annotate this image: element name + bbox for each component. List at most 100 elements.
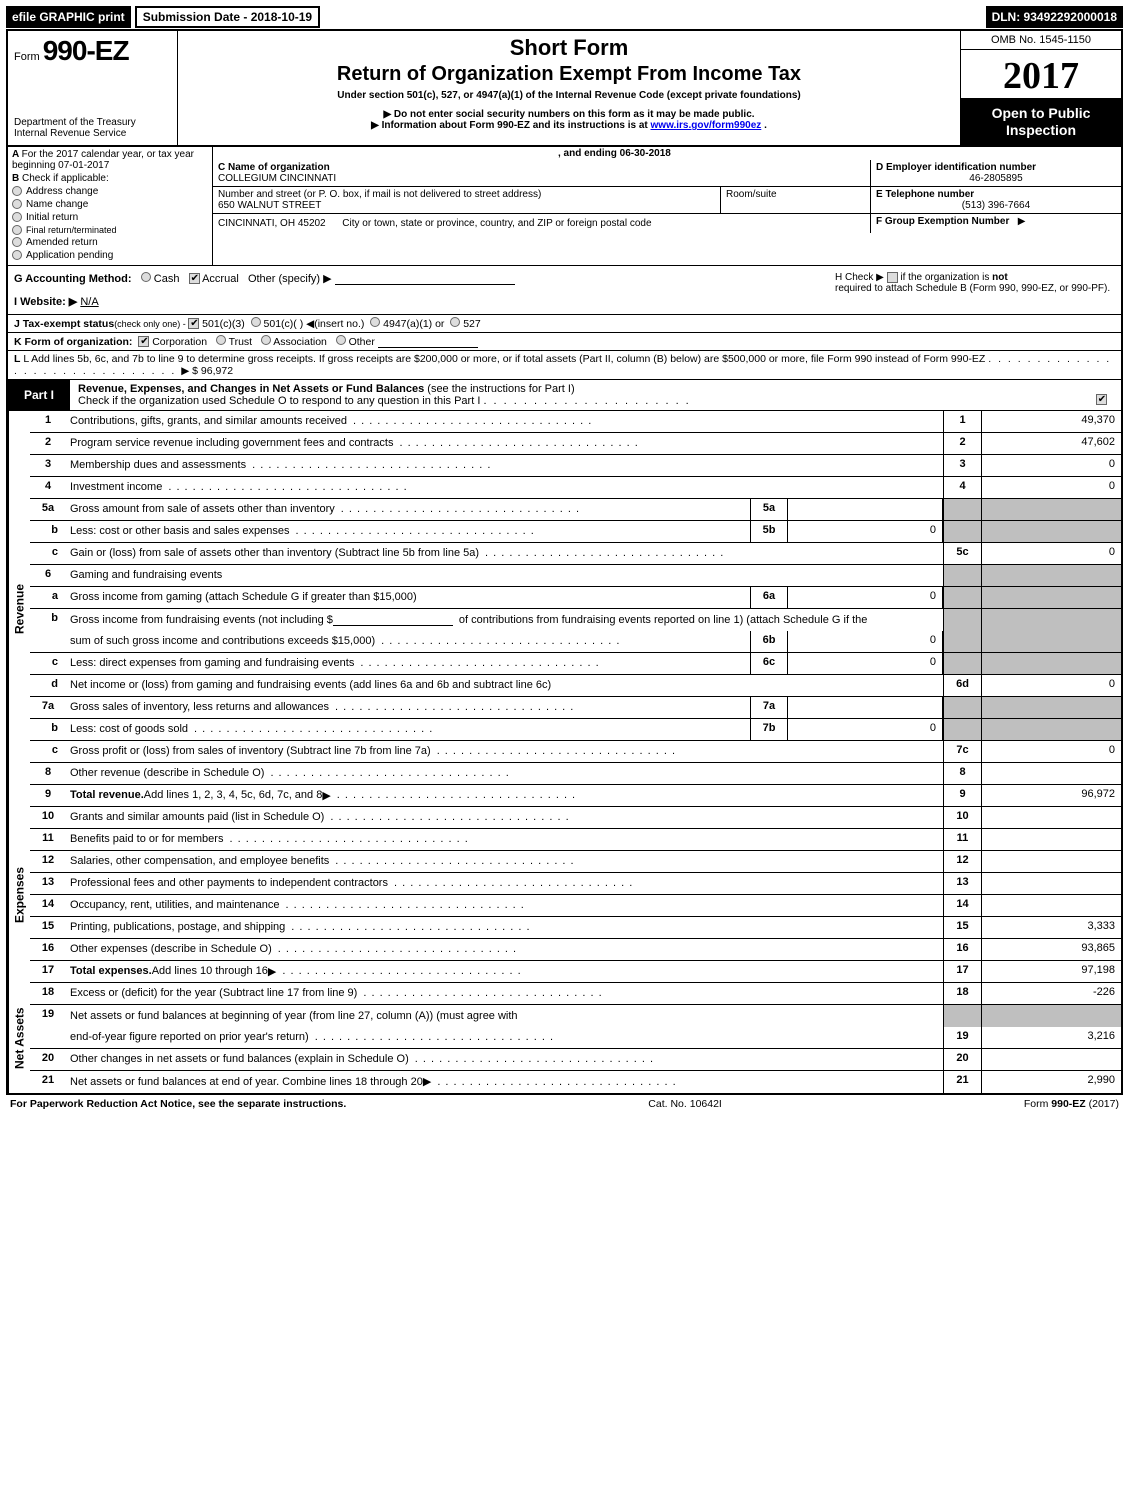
expenses-side-label: Expenses — [8, 807, 30, 983]
ln5b-mval: 0 — [788, 521, 943, 542]
ln11-num: 11 — [30, 829, 66, 850]
ln2-desc: Program service revenue including govern… — [70, 437, 393, 449]
ln7a-mnum: 7a — [750, 697, 788, 718]
ln6a-desc: Gross income from gaming (attach Schedul… — [70, 591, 417, 603]
ln5b-rval-shade — [981, 521, 1121, 542]
ln1-num: 1 — [30, 411, 66, 432]
chk-501c3[interactable] — [188, 318, 199, 329]
g-label: G Accounting Method: — [14, 273, 132, 285]
chk-application-pending[interactable] — [12, 250, 22, 260]
lbl-501c3: 501(c)(3) — [202, 318, 245, 330]
ln7b-num: b — [30, 719, 66, 740]
ln13-desc: Professional fees and other payments to … — [70, 877, 388, 889]
ln18-desc: Excess or (deficit) for the year (Subtra… — [70, 987, 357, 999]
ln6b-rval-shade — [981, 609, 1121, 631]
ln1-rval: 49,370 — [981, 411, 1121, 432]
lbl-insert-no: ◀(insert no.) — [306, 318, 364, 330]
part1-table: Revenue 1 Contributions, gifts, grants, … — [6, 411, 1123, 1095]
ln19-rnum-shade — [943, 1005, 981, 1027]
addr-label: Number and street (or P. O. box, if mail… — [218, 189, 715, 200]
title-short-form: Short Form — [186, 35, 952, 61]
chk-amended-return[interactable] — [12, 237, 22, 247]
ln15-rnum: 15 — [943, 917, 981, 938]
ln7b-rval-shade — [981, 719, 1121, 740]
chk-schedule-o-part1[interactable] — [1096, 394, 1107, 405]
ln20-desc: Other changes in net assets or fund bala… — [70, 1053, 409, 1065]
ln7b-mnum: 7b — [750, 719, 788, 740]
lbl-application-pending: Application pending — [26, 250, 113, 261]
ln21-num: 21 — [30, 1071, 66, 1093]
header-note-ssn: ▶ Do not enter social security numbers o… — [186, 109, 952, 120]
lbl-501c: 501(c)( ) — [264, 318, 304, 330]
top-bar: efile GRAPHIC print Submission Date - 20… — [6, 6, 1123, 28]
ln18-num: 18 — [30, 983, 66, 1004]
ln6-desc: Gaming and fundraising events — [70, 569, 222, 581]
ln13-rval — [981, 873, 1121, 894]
header-note-info-pre: ▶ Information about Form 990-EZ and its … — [371, 120, 650, 131]
ln6b-sum-desc: sum of such gross income and contributio… — [70, 635, 375, 647]
ln16-desc: Other expenses (describe in Schedule O) — [70, 943, 272, 955]
ln6c-rval-shade — [981, 653, 1121, 674]
radio-cash[interactable] — [141, 272, 151, 282]
part1-label: Part I — [8, 380, 70, 410]
ln16-rval: 93,865 — [981, 939, 1121, 960]
header-subtitle: Under section 501(c), 527, or 4947(a)(1)… — [186, 90, 952, 101]
city-label: City or town, state or province, country… — [342, 218, 651, 229]
ln5a-num: 5a — [30, 499, 66, 520]
ln6a-mnum: 6a — [750, 587, 788, 608]
ln7b-desc: Less: cost of goods sold — [70, 723, 188, 735]
chk-corporation[interactable] — [138, 336, 149, 347]
chk-501c[interactable] — [251, 317, 261, 327]
ending-text: , and ending 06-30-2018 — [558, 148, 671, 159]
h-text3: required to attach Schedule B (Form 990,… — [835, 283, 1115, 294]
chk-4947[interactable] — [370, 317, 380, 327]
chk-address-change[interactable] — [12, 186, 22, 196]
ln7c-desc: Gross profit or (loss) from sales of inv… — [70, 745, 431, 757]
ln18-rnum: 18 — [943, 983, 981, 1004]
ln19b-rnum: 19 — [943, 1027, 981, 1048]
ln11-rval — [981, 829, 1121, 850]
netassets-side-label: Net Assets — [8, 983, 30, 1093]
chk-trust[interactable] — [216, 335, 226, 345]
radio-accrual[interactable] — [189, 273, 200, 284]
ln21-rnum: 21 — [943, 1071, 981, 1093]
other-specify-input[interactable] — [335, 273, 515, 285]
chk-association[interactable] — [261, 335, 271, 345]
form-prefix: Form — [14, 51, 40, 63]
omb-number: OMB No. 1545-1150 — [961, 31, 1121, 50]
lbl-other-specify: Other (specify) ▶ — [248, 273, 332, 285]
chk-527[interactable] — [450, 317, 460, 327]
chk-final-return[interactable] — [12, 225, 22, 235]
ln20-rval — [981, 1049, 1121, 1070]
ln6c-mnum: 6c — [750, 653, 788, 674]
ln12-rval — [981, 851, 1121, 872]
chk-initial-return[interactable] — [12, 212, 22, 222]
room-label: Room/suite — [721, 187, 871, 213]
lbl-corporation: Corporation — [152, 336, 207, 348]
ln10-desc: Grants and similar amounts paid (list in… — [70, 811, 324, 823]
ln9-desc2: Add lines 1, 2, 3, 4, 5c, 6d, 7c, and 8 — [144, 789, 323, 801]
ln9-rnum: 9 — [943, 785, 981, 806]
ln5c-num: c — [30, 543, 66, 564]
website-value: N/A — [80, 296, 98, 308]
chk-other-org[interactable] — [336, 335, 346, 345]
ln6a-rnum-shade — [943, 587, 981, 608]
ln5b-rnum-shade — [943, 521, 981, 542]
part1-instr: (see the instructions for Part I) — [427, 383, 574, 395]
ln6b-mnum: 6b — [750, 631, 788, 652]
ln9-desc-bold: Total revenue. — [70, 789, 144, 801]
lbl-association: Association — [273, 336, 327, 348]
ln6a-rval-shade — [981, 587, 1121, 608]
ln6a-num: a — [30, 587, 66, 608]
chk-h-schedule-b[interactable] — [887, 272, 898, 283]
ln2-rval: 47,602 — [981, 433, 1121, 454]
ln6b-blank[interactable] — [333, 614, 453, 626]
ln5a-mval — [788, 499, 943, 520]
ln6c-rnum-shade — [943, 653, 981, 674]
ln15-rval: 3,333 — [981, 917, 1121, 938]
ln14-rval — [981, 895, 1121, 916]
other-org-input[interactable] — [378, 336, 478, 348]
ln5c-rnum: 5c — [943, 543, 981, 564]
form990ez-link[interactable]: www.irs.gov/form990ez — [651, 120, 762, 131]
chk-name-change[interactable] — [12, 199, 22, 209]
